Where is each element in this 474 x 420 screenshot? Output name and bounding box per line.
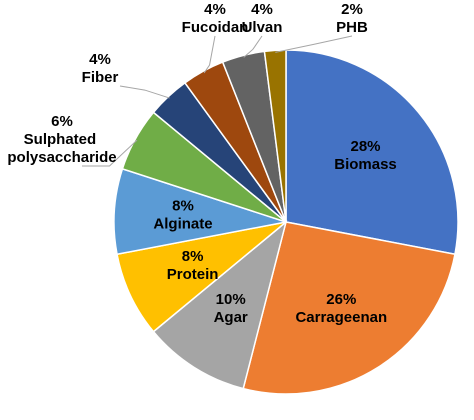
- category-label: Fucoidan: [182, 19, 249, 36]
- category-label: Alginate: [153, 215, 212, 232]
- pie-slice: [285, 49, 459, 256]
- category-label: Fiber: [82, 69, 119, 86]
- leader-line: [203, 35, 216, 74]
- category-label: Carrageenan: [295, 309, 387, 326]
- category-label: Ulvan: [242, 19, 283, 36]
- leader-line: [119, 85, 170, 99]
- leader-line: [243, 35, 263, 58]
- value-label: 6%: [51, 113, 73, 130]
- category-label: PHB: [336, 19, 368, 36]
- category-label: Protein: [167, 266, 219, 283]
- pie-slice: [242, 221, 456, 395]
- value-label: 28%: [351, 138, 381, 155]
- value-label: 8%: [172, 197, 194, 214]
- value-label: 10%: [216, 291, 246, 308]
- value-label: 2%: [341, 1, 363, 18]
- leader-line: [275, 35, 353, 53]
- value-label: 4%: [89, 51, 111, 68]
- value-label: 8%: [182, 248, 204, 265]
- value-label: 4%: [251, 1, 273, 18]
- category-label: Biomass: [334, 156, 397, 173]
- leader-line: [82, 139, 138, 167]
- pie-slice: [152, 219, 288, 390]
- category-label: Agar: [214, 309, 248, 326]
- category-label: Sulphated polysaccharide: [7, 131, 116, 166]
- value-label: 26%: [326, 291, 356, 308]
- value-label: 4%: [204, 1, 226, 18]
